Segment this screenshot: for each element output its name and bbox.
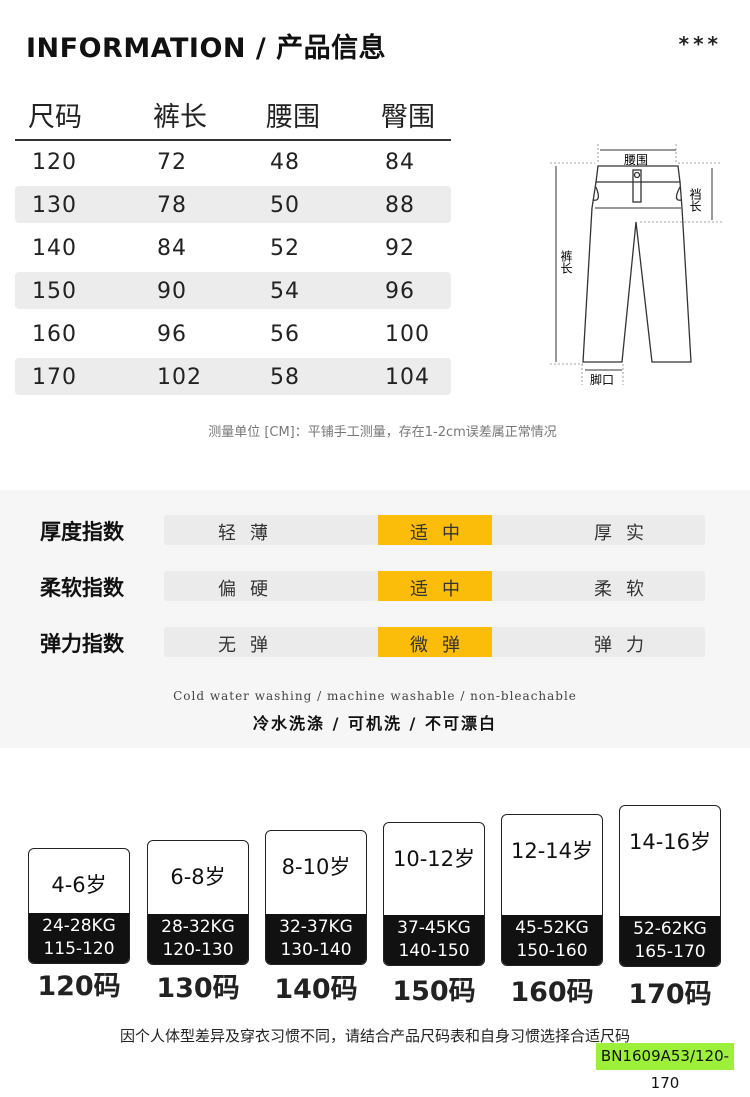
index-label: 弹力指数 <box>40 632 124 656</box>
table-cell: 170 <box>32 365 77 390</box>
diagram-label-length: 裤长 <box>559 250 573 274</box>
diagram-label-hem: 脚口 <box>590 372 614 387</box>
index-scale: 轻薄 适中 厚实 <box>164 515 705 545</box>
column-header: 裤长 <box>153 102 207 133</box>
size-card: 4-6岁 24-28KG 115-120 <box>28 848 130 964</box>
age-range: 4-6岁 <box>51 873 107 897</box>
age-range: 8-10岁 <box>281 855 351 879</box>
index-scale: 偏硬 适中 柔软 <box>164 571 705 601</box>
weight-height-block: 24-28KG 115-120 <box>29 913 129 963</box>
pants-diagram: 腰围 裆长 裤长 脚口 <box>550 144 722 387</box>
table-cell: 56 <box>270 322 300 347</box>
table-row: 160 96 56 100 <box>15 315 451 352</box>
size-card: 8-10岁 32-37KG 130-140 <box>265 830 367 965</box>
index-option: 轻薄 <box>218 523 282 544</box>
size-card: 14-16岁 52-62KG 165-170 <box>619 805 721 967</box>
index-option: 厚实 <box>594 523 658 544</box>
measurement-note: 测量单位 [CM]：平铺手工测量，存在1-2cm误差属正常情况 <box>208 425 557 440</box>
weight-height-block: 32-37KG 130-140 <box>266 914 366 964</box>
size-label: 140码 <box>274 974 358 1005</box>
decorative-stars: *** <box>678 32 722 56</box>
age-range: 6-8岁 <box>170 865 226 889</box>
size-label: 120码 <box>37 971 121 1002</box>
table-cell: 150 <box>32 279 77 304</box>
table-cell: 104 <box>385 365 430 390</box>
weight-range: 37-45KG <box>397 917 471 938</box>
weight-range: 24-28KG <box>42 916 116 936</box>
table-row: 150 90 54 96 <box>15 272 451 309</box>
weight-height-block: 52-62KG 165-170 <box>620 915 720 966</box>
index-option-selected: 适中 <box>378 515 492 545</box>
index-option-selected: 适中 <box>378 571 492 601</box>
size-label: 150码 <box>392 975 476 1007</box>
care-instructions-cn: 冷水洗涤 / 可机洗 / 不可漂白 <box>253 714 497 733</box>
height-range: 150-160 <box>516 941 588 961</box>
height-range: 115-120 <box>43 939 115 959</box>
section-title: INFORMATION / 产品信息 <box>26 33 387 64</box>
size-card: 6-8岁 28-32KG 120-130 <box>147 840 249 965</box>
table-cell: 90 <box>157 279 187 304</box>
table-cell: 88 <box>385 193 415 218</box>
table-cell: 130 <box>32 193 77 218</box>
table-cell: 78 <box>157 193 187 218</box>
table-cell: 48 <box>270 150 300 175</box>
age-range: 10-12岁 <box>392 847 476 871</box>
size-label: 160码 <box>510 977 594 1008</box>
table-cell: 50 <box>270 193 300 218</box>
index-option: 弹力 <box>594 635 658 656</box>
index-option: 偏硬 <box>218 579 282 600</box>
index-option-selected: 微弹 <box>378 627 492 657</box>
table-row: 120 72 48 84 <box>15 143 451 180</box>
table-row: 130 78 50 88 <box>15 186 451 223</box>
index-scale: 无弹 微弹 弹力 <box>164 627 705 657</box>
weight-height-block: 28-32KG 120-130 <box>148 913 248 964</box>
size-label: 130码 <box>156 972 240 1004</box>
table-row: 140 84 52 92 <box>15 229 451 266</box>
diagram-label-waist: 腰围 <box>624 153 648 167</box>
table-cell: 54 <box>270 279 300 304</box>
index-label: 厚度指数 <box>40 520 124 544</box>
table-cell: 140 <box>32 236 77 261</box>
table-cell: 84 <box>385 150 415 175</box>
weight-height-block: 45-52KG 150-160 <box>502 915 602 965</box>
index-label: 柔软指数 <box>40 576 124 600</box>
table-cell: 100 <box>385 322 430 347</box>
weight-range: 45-52KG <box>515 918 589 938</box>
table-cell: 120 <box>32 150 77 175</box>
table-cell: 96 <box>385 279 415 304</box>
height-range: 120-130 <box>162 939 234 960</box>
index-option: 无弹 <box>218 635 282 656</box>
table-cell: 96 <box>157 322 187 347</box>
column-header: 腰围 <box>266 102 320 133</box>
size-card: 12-14岁 45-52KG 150-160 <box>501 814 603 966</box>
size-label: 170码 <box>628 978 712 1010</box>
size-card: 10-12岁 37-45KG 140-150 <box>383 822 485 966</box>
weight-range: 32-37KG <box>279 917 353 937</box>
table-row: 170 102 58 104 <box>15 358 451 395</box>
table-cell: 160 <box>32 322 77 347</box>
index-option: 柔软 <box>594 579 658 600</box>
diagram-label-rise: 裆长 <box>688 188 702 212</box>
column-header: 尺码 <box>28 102 82 133</box>
table-cell: 52 <box>270 236 300 261</box>
table-cell: 102 <box>157 365 202 390</box>
weight-range: 52-62KG <box>633 918 707 939</box>
size-advice-footer: 因个人体型差异及穿衣习惯不同，请结合产品尺码表和自身习惯选择合适尺码 <box>119 1027 630 1045</box>
height-range: 165-170 <box>634 941 706 962</box>
table-cell: 92 <box>385 236 415 261</box>
table-cell: 72 <box>157 150 187 175</box>
height-range: 130-140 <box>280 940 352 960</box>
age-range: 12-14岁 <box>510 839 594 863</box>
header-divider <box>15 139 451 141</box>
weight-height-block: 37-45KG 140-150 <box>384 914 484 965</box>
table-cell: 58 <box>270 365 300 390</box>
age-range: 14-16岁 <box>628 830 712 854</box>
table-cell: 84 <box>157 236 187 261</box>
product-code-badge: BN1609A53/120-170 <box>596 1043 734 1092</box>
care-instructions-en: Cold water washing / machine washable / … <box>173 689 577 703</box>
weight-range: 28-32KG <box>161 916 235 937</box>
column-header: 臀围 <box>381 102 435 133</box>
height-range: 140-150 <box>398 940 470 961</box>
